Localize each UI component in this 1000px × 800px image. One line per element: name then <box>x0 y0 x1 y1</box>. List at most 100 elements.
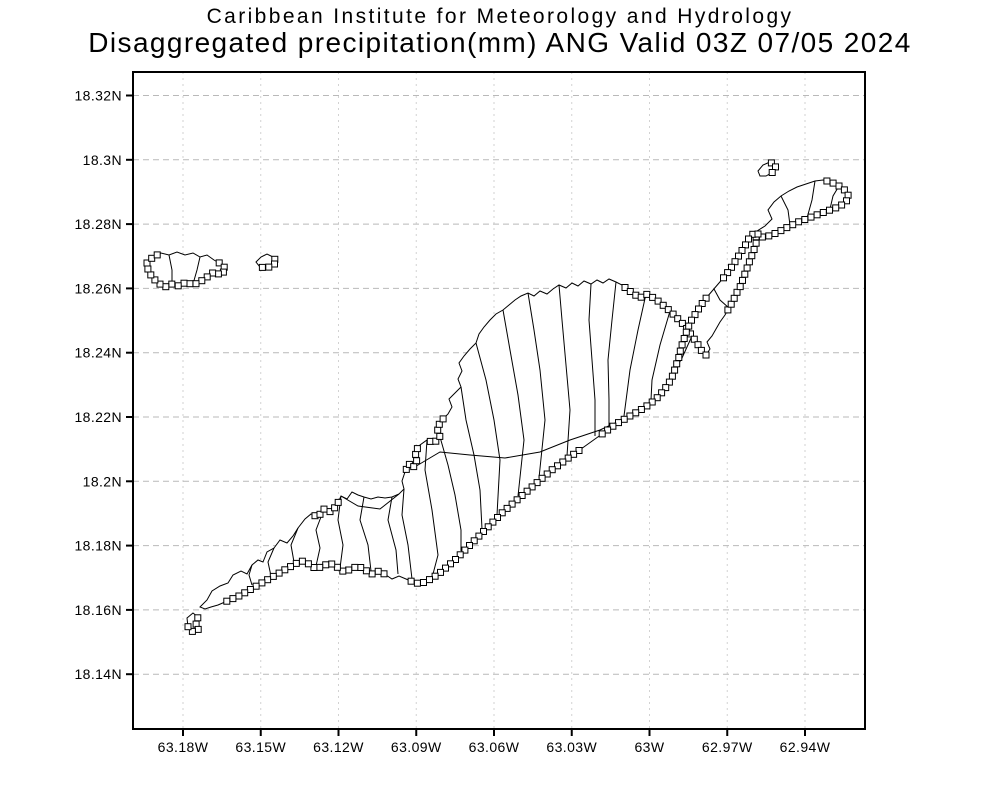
coastal-grid-cell <box>475 532 483 540</box>
x-axis-tick-label: 62.94W <box>780 739 831 755</box>
coastal-grid-cell <box>694 341 702 349</box>
coastal-grid-cell <box>434 426 442 434</box>
island-dog <box>143 251 228 291</box>
coastal-grid-cell <box>215 259 223 267</box>
coastal-grid-cell <box>748 252 756 260</box>
coastal-grid-cell <box>223 597 231 605</box>
coastal-grid-cell <box>310 564 318 571</box>
watershed-boundary-line <box>475 342 501 516</box>
coastal-grid-cell <box>752 239 760 247</box>
x-axis-tick-label: 63W <box>635 739 665 755</box>
coastal-grid-cell <box>637 406 645 413</box>
coastal-grid-cell <box>470 537 478 545</box>
coastal-grid-cell <box>730 294 738 302</box>
y-axis-tick-label: 18.3N <box>83 152 122 168</box>
coastal-grid-cell <box>174 282 182 290</box>
coastal-grid-cell <box>304 560 312 568</box>
coastal-grid-cell <box>410 463 418 471</box>
coastal-grid-cell <box>745 258 753 266</box>
coastal-grid-cell <box>426 576 433 584</box>
coastal-grid-cell <box>665 378 673 386</box>
coastal-grid-cell <box>413 457 421 465</box>
coastal-grid-cell <box>767 159 775 167</box>
coastal-grid-cell <box>413 445 421 453</box>
watershed-boundary-line <box>780 195 791 226</box>
coastal-grid-cell <box>432 437 440 445</box>
coastal-grid-cell <box>840 186 848 194</box>
watershed-boundary-line <box>315 508 325 567</box>
coastal-grid-cell <box>688 316 695 324</box>
figure-title: Caribbean Institute for Meteorology and … <box>206 5 794 28</box>
plot-frame <box>132 71 866 730</box>
coastal-grid-cell <box>609 422 617 430</box>
coastal-grid-cell <box>620 415 628 423</box>
coastal-grid-cell <box>823 177 831 185</box>
coastal-grid-cell <box>412 450 420 458</box>
y-axis-tick-label: 18.14N <box>74 666 122 682</box>
coastal-grid-cell <box>698 300 706 307</box>
coastal-grid-cell <box>461 546 469 554</box>
coastal-grid-cell <box>147 271 155 279</box>
watershed-boundary-line <box>650 310 671 401</box>
coastal-grid-cell <box>281 566 289 574</box>
watershed-boundary-line <box>267 547 275 577</box>
coastal-grid-cell <box>835 182 843 190</box>
coastal-grid-cell <box>326 508 334 516</box>
coastal-grid-cell <box>144 265 152 273</box>
coastal-grid-cell <box>743 264 751 272</box>
y-axis-tick-label: 18.16N <box>74 602 122 618</box>
coastal-grid-cell <box>662 384 670 392</box>
watershed-boundary-line <box>502 309 525 497</box>
coastal-grid-cell <box>345 566 353 574</box>
coastal-grid-cell <box>801 216 809 223</box>
watershed-boundary-line <box>527 292 546 479</box>
coastal-grid-cell <box>198 277 206 285</box>
island-little-scrub <box>757 159 779 177</box>
coastal-grid-cell <box>621 284 629 291</box>
coastal-grid-cell <box>339 567 347 575</box>
coastal-grid-cell <box>741 270 749 278</box>
coastal-grid-cell <box>328 560 336 568</box>
x-axis-tick-label: 63.06W <box>469 739 520 755</box>
coastal-grid-cell <box>807 213 815 221</box>
coastal-grid-cell <box>413 579 421 587</box>
coastal-grid-cell <box>447 560 454 568</box>
coastal-grid-cell <box>452 556 459 563</box>
watershed-boundary-line <box>412 422 616 469</box>
coastal-grid-cell <box>322 561 330 569</box>
x-axis-tick-label: 63.03W <box>546 739 597 755</box>
coastal-grid-cell <box>690 335 698 343</box>
coastal-grid-cell <box>678 341 686 349</box>
x-axis-tick-label: 63.12W <box>313 739 364 755</box>
coastal-grid-cell <box>320 505 328 513</box>
coastal-grid-cell <box>777 227 785 235</box>
coastal-grid-cell <box>702 351 710 359</box>
coastal-grid-cell <box>156 280 164 288</box>
coastal-grid-cell <box>203 273 211 281</box>
coastal-grid-cell <box>643 402 651 410</box>
coastal-grid-cell <box>420 579 427 586</box>
coastal-grid-cell <box>626 288 634 295</box>
coastal-grid-cell <box>648 398 656 406</box>
coastal-grid-cell <box>235 592 243 600</box>
coastal-grid-cell <box>407 577 415 585</box>
coastal-grid-cell <box>162 283 170 291</box>
coastal-grid-cell <box>832 204 840 212</box>
coastal-grid-cell <box>194 625 202 633</box>
coastal-grid-cell <box>664 306 672 314</box>
figure-subtitle: Disaggregated precipitation(mm) ANG Vali… <box>88 27 912 58</box>
island-anguillita <box>184 612 202 635</box>
coastal-grid-cell <box>654 297 662 305</box>
coastal-grid-cell <box>180 279 188 287</box>
island-prickly-pear <box>255 253 279 271</box>
coastal-grid-cell <box>724 306 732 314</box>
coastal-grid-cell <box>437 568 444 576</box>
coastal-grid-cell <box>674 315 682 323</box>
y-axis-tick-label: 18.24N <box>74 345 122 361</box>
coastal-grid-cell <box>275 569 283 577</box>
island-scrub <box>754 177 852 241</box>
coastal-grid-cell <box>783 224 791 232</box>
coastal-grid-cell <box>750 246 758 253</box>
coastal-grid-cell <box>168 280 176 288</box>
